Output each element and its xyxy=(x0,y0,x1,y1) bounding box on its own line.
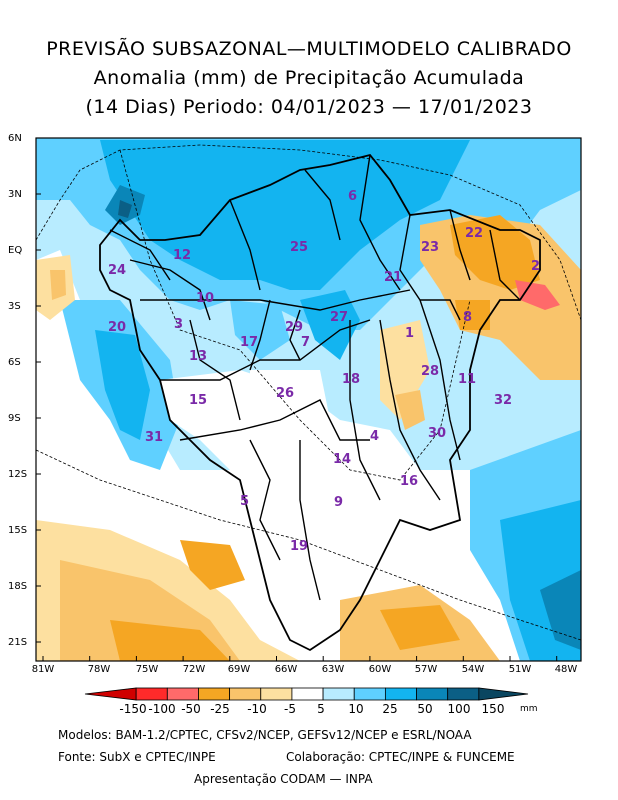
lon-label: 48W xyxy=(554,664,578,675)
basin-label: 5 xyxy=(240,494,249,509)
colorbar-label: -5 xyxy=(284,702,296,716)
lat-label: 6S xyxy=(8,357,21,368)
basin-label: 1 xyxy=(405,326,414,341)
basin-label: 22 xyxy=(465,226,483,241)
colorbar-label: 25 xyxy=(382,702,398,716)
lon-label: 69W xyxy=(227,664,251,675)
lon-label: 54W xyxy=(461,664,485,675)
lat-label: 9S xyxy=(8,413,21,424)
basin-label: 15 xyxy=(189,393,207,408)
basin-label: 29 xyxy=(285,320,303,335)
colorbar-swatch xyxy=(416,687,449,701)
basin-label: 28 xyxy=(421,364,439,379)
basin-label: 20 xyxy=(108,320,126,335)
basin-boundaries xyxy=(36,144,581,652)
map-title-line2: Anomalia (mm) de Precipitação Acumulada xyxy=(93,67,525,89)
colorbar-label: -100 xyxy=(148,702,176,716)
colorbar-swatch xyxy=(84,687,137,701)
footer-source: Fonte: SubX e CPTEC/INPE xyxy=(58,750,216,764)
map-title-line1: PREVISÃO SUBSAZONAL—MULTIMODELO CALIBRAD… xyxy=(46,38,572,60)
lon-label: 63W xyxy=(321,664,345,675)
lat-label: 3N xyxy=(8,189,22,200)
colorbar-label: 10 xyxy=(348,702,364,716)
basin-label: 11 xyxy=(458,372,476,387)
footer-presentation: Apresentação CODAM — INPA xyxy=(194,772,373,786)
basin-label: 4 xyxy=(370,429,379,444)
lat-label: 3S xyxy=(8,301,21,312)
colorbar-swatch xyxy=(478,687,529,701)
basin-label: 17 xyxy=(240,335,258,350)
axis-ticks xyxy=(36,137,558,661)
colorbar-swatch xyxy=(229,687,262,701)
colorbar-swatch xyxy=(384,687,417,701)
basin-label: 32 xyxy=(494,393,512,408)
colorbar-label: 50 xyxy=(417,702,433,716)
lon-label: 51W xyxy=(508,664,532,675)
lon-label: 60W xyxy=(368,664,392,675)
basin-label: 30 xyxy=(428,426,446,441)
colorbar-swatch xyxy=(166,687,199,701)
lat-label: 12S xyxy=(8,469,28,480)
basin-label: 16 xyxy=(400,474,418,489)
lat-label: 6N xyxy=(8,133,22,144)
colorbar-swatch xyxy=(135,687,168,701)
colorbar-swatch xyxy=(353,687,386,701)
basin-label: 18 xyxy=(342,372,360,387)
basin-label: 7 xyxy=(301,335,310,350)
lon-label: 75W xyxy=(135,664,159,675)
colorbar-swatch xyxy=(291,687,324,701)
basin-label: 23 xyxy=(421,240,439,255)
colorbar-units: mm xyxy=(520,704,538,714)
colorbar-label: 5 xyxy=(317,702,325,716)
basin-label: 14 xyxy=(333,452,351,467)
lat-label: 18S xyxy=(8,581,28,592)
basin-label: 6 xyxy=(348,189,357,204)
colorbar-label: -150 xyxy=(119,702,147,716)
basin-label: 31 xyxy=(145,430,163,445)
map-frame xyxy=(35,137,582,662)
lat-label: 15S xyxy=(8,525,28,536)
basin-label: 12 xyxy=(173,248,191,263)
colorbar-swatch xyxy=(447,687,480,701)
lon-label: 66W xyxy=(274,664,298,675)
basin-label: 9 xyxy=(334,495,343,510)
lat-label: EQ xyxy=(8,245,23,256)
lon-label: 57W xyxy=(414,664,438,675)
colorbar-label: 150 xyxy=(481,702,505,716)
basin-label: 24 xyxy=(108,263,126,278)
colorbar-label: -25 xyxy=(210,702,230,716)
colorbar-label: -10 xyxy=(247,702,267,716)
colorbar xyxy=(84,687,529,701)
basin-label: 2 xyxy=(531,259,540,274)
basin-label: 26 xyxy=(276,386,294,401)
basin-labels: 1 2 3 4 5 6 7 8 9 10 11 12 13 14 15 16 1… xyxy=(108,189,540,554)
footer-collaboration: Colaboração: CPTEC/INPE & FUNCEME xyxy=(286,750,515,764)
lon-label: 72W xyxy=(182,664,206,675)
lon-label: 81W xyxy=(31,664,55,675)
basin-label: 27 xyxy=(330,310,348,325)
colorbar-label: 100 xyxy=(447,702,471,716)
lat-label: 21S xyxy=(8,637,28,648)
basin-label: 19 xyxy=(290,539,308,554)
colorbar-label: -50 xyxy=(181,702,201,716)
basin-label: 8 xyxy=(463,310,472,325)
footer-models: Modelos: BAM-1.2/CPTEC, CFSv2/NCEP, GEFS… xyxy=(58,728,472,742)
lon-label: 78W xyxy=(87,664,111,675)
basin-label: 25 xyxy=(290,240,308,255)
basin-label: 13 xyxy=(189,349,207,364)
colorbar-swatch xyxy=(322,687,355,701)
colorbar-swatch xyxy=(260,687,293,701)
basin-label: 21 xyxy=(384,270,402,285)
basin-label: 3 xyxy=(174,317,183,332)
map-title-line3: (14 Dias) Periodo: 04/01/2023 — 17/01/20… xyxy=(85,96,533,118)
colorbar-swatch xyxy=(198,687,231,701)
basin-label: 10 xyxy=(196,291,214,306)
anomaly-field xyxy=(36,138,581,661)
